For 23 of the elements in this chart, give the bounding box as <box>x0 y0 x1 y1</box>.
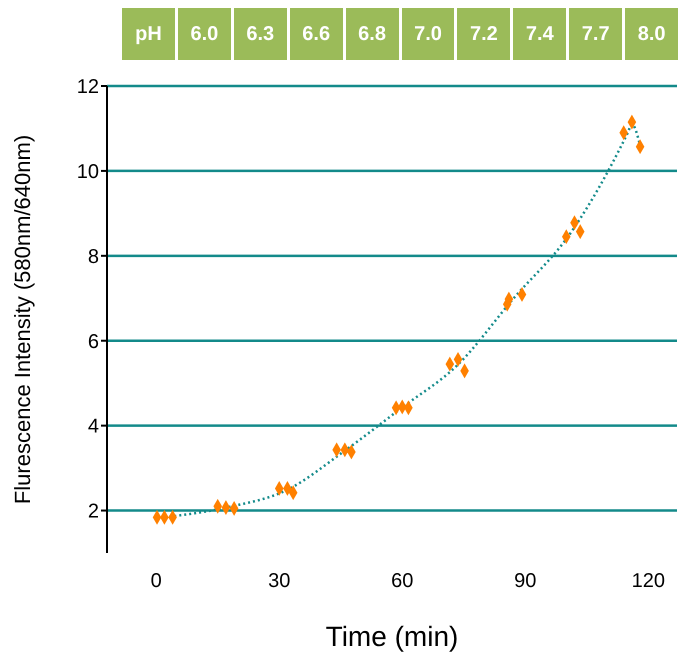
text: 6.0 <box>178 8 231 60</box>
text: 8.0 <box>625 8 678 60</box>
x-tick-label: 60 <box>391 570 414 592</box>
x-tick-label: 0 <box>150 570 162 592</box>
text: 7.4 <box>513 8 566 60</box>
x-tick-label: 90 <box>514 570 536 592</box>
y-tick-label: 8 <box>88 246 99 268</box>
x-axis-title: Time (min) <box>326 621 458 652</box>
y-tick-label: 4 <box>88 416 99 438</box>
text: 6.3 <box>234 8 287 60</box>
text: 6.6 <box>290 8 343 60</box>
y-axis-title: Flurescence Intensity (580nm/640nm) <box>10 134 35 504</box>
y-tick-label: 12 <box>76 76 99 98</box>
text: pH <box>122 8 175 60</box>
x-tick-label: 120 <box>632 570 665 592</box>
y-tick-label: 10 <box>76 161 99 184</box>
y-tick-label: 6 <box>88 330 99 353</box>
y-tick-label: 2 <box>88 500 99 523</box>
text: 7.0 <box>402 8 454 60</box>
text: 6.8 <box>346 8 399 60</box>
text: 7.7 <box>569 8 622 60</box>
text: 7.2 <box>457 8 510 60</box>
x-tick-label: 30 <box>268 570 290 592</box>
